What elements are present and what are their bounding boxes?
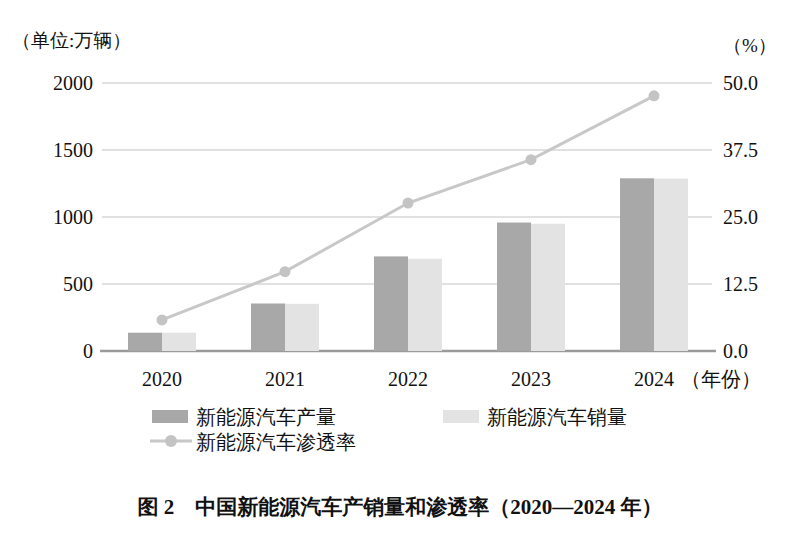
bar-production xyxy=(128,333,162,351)
legend-swatch-sales xyxy=(443,410,479,423)
legend-label-penetration: 新能源汽车渗透率 xyxy=(196,431,356,453)
penetration-point xyxy=(649,90,660,101)
left-axis-tick-label: 1500 xyxy=(53,139,93,161)
left-axis-tick-label: 1000 xyxy=(53,206,93,228)
figure-caption: 图 2 中国新能源汽车产销量和渗透率（2020—2024 年） xyxy=(138,495,663,519)
right-axis-tick-label: 50.0 xyxy=(723,72,758,94)
bar-sales xyxy=(162,333,196,351)
chart-canvas: （单位:万辆） （%） 0 500 1000 1500 2000 0.0 12.5 25.0 3… xyxy=(0,0,789,535)
legend-label-production: 新能源汽车产量 xyxy=(196,406,336,428)
right-axis-tick-label: 25.0 xyxy=(723,206,758,228)
bar-sales xyxy=(408,259,442,351)
right-axis-tick-label: 12.5 xyxy=(723,273,758,295)
year-label: 2020 xyxy=(142,368,182,390)
penetration-point xyxy=(280,266,291,277)
bar-sales xyxy=(285,304,319,351)
left-axis-tick-label: 2000 xyxy=(53,72,93,94)
year-label: 2022 xyxy=(388,368,428,390)
bar-sales xyxy=(531,224,565,351)
legend: 新能源汽车产量 新能源汽车销量 新能源汽车渗透率 xyxy=(150,406,627,453)
bar-production xyxy=(497,223,531,351)
bar-production xyxy=(251,303,285,351)
year-label: 2024 xyxy=(634,368,674,390)
year-label: 2021 xyxy=(265,368,305,390)
left-axis-unit-label: （单位:万辆） xyxy=(12,30,131,51)
figure-container: （单位:万辆） （%） 0 500 1000 1500 2000 0.0 12.5 25.0 3… xyxy=(0,0,789,535)
penetration-point xyxy=(403,198,414,209)
year-label: 2023 xyxy=(511,368,551,390)
right-axis-unit-label: （%） xyxy=(723,35,777,56)
legend-label-sales: 新能源汽车销量 xyxy=(487,406,627,428)
legend-marker-penetration xyxy=(165,435,177,447)
legend-swatch-production xyxy=(152,410,188,423)
bar-sales xyxy=(654,179,688,351)
right-axis-tick-label: 37.5 xyxy=(723,139,758,161)
bar-production xyxy=(374,256,408,351)
left-axis-tick-label: 500 xyxy=(63,273,93,295)
penetration-point xyxy=(157,314,168,325)
x-axis-unit-label: （年份） xyxy=(681,368,761,390)
right-axis-tick-label: 0.0 xyxy=(723,340,748,362)
penetration-point xyxy=(526,154,537,165)
left-axis-tick-label: 0 xyxy=(83,340,93,362)
bar-production xyxy=(620,178,654,351)
